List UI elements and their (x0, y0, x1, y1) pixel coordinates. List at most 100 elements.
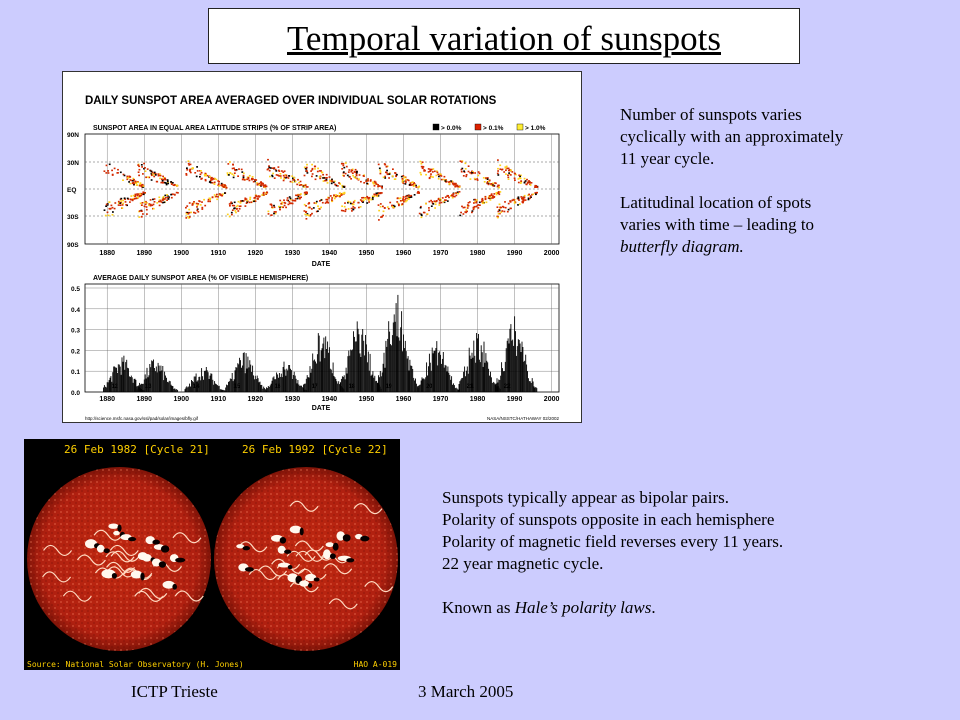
butterfly-mark (271, 174, 273, 177)
year-label: 1930 (285, 396, 301, 403)
butterfly-mark (318, 170, 321, 172)
butterfly-mark (368, 199, 370, 201)
butterfly-mark (474, 172, 476, 174)
butterfly-mark (317, 210, 319, 212)
butterfly-mark (280, 202, 283, 205)
butterfly-mark (208, 181, 211, 183)
butterfly-mark (311, 175, 313, 178)
butterfly-mark (221, 185, 224, 187)
butterfly-mark (196, 209, 199, 212)
butterfly-mark (498, 193, 501, 196)
butterfly-mark (142, 185, 145, 187)
butterfly-mark (144, 167, 146, 169)
butterfly-mark (107, 170, 109, 172)
butterfly-mark (108, 207, 111, 210)
negative-polarity-region (158, 561, 167, 568)
butterfly-mark (515, 173, 517, 176)
negative-polarity-region (111, 572, 117, 579)
positive-polarity-region (277, 545, 286, 554)
butterfly-mark (402, 182, 405, 184)
cycle-label: 15 (233, 384, 240, 390)
butterfly-mark (328, 197, 330, 199)
butterfly-mark (211, 182, 214, 184)
positive-polarity-region (236, 544, 245, 549)
butterfly-mark (527, 197, 530, 200)
contour-line (174, 590, 204, 602)
butterfly-mark (416, 192, 419, 194)
butterfly-mark (471, 211, 473, 214)
latitude-label: 30S (67, 214, 79, 221)
butterfly-mark (367, 178, 369, 180)
cycle-label: 16 (274, 384, 281, 390)
butterfly-mark (142, 186, 144, 188)
butterfly-mark (131, 199, 134, 201)
butterfly-mark (379, 169, 382, 171)
positive-polarity-region (151, 558, 161, 567)
text-line: Number of sunspots varies (620, 105, 802, 124)
butterfly-mark (382, 210, 385, 213)
butterfly-mark (474, 198, 477, 201)
butterfly-mark (237, 175, 239, 177)
butterfly-mark (333, 180, 336, 183)
butterfly-mark (133, 182, 135, 185)
butterfly-mark (201, 208, 204, 210)
butterfly-mark (408, 197, 411, 200)
butterfly-mark (471, 171, 473, 174)
butterfly-mark (335, 194, 337, 196)
butterfly-mark (359, 206, 362, 208)
butterfly-mark (171, 182, 174, 184)
year-label: 1990 (507, 396, 523, 403)
butterfly-mark (244, 197, 247, 200)
butterfly-mark (305, 218, 308, 220)
butterfly-figure: DAILY SUNSPOT AREA AVERAGED OVER INDIVID… (62, 71, 582, 423)
positive-polarity-region (325, 542, 334, 548)
negative-polarity-region (342, 534, 351, 542)
butterfly-mark (508, 172, 510, 174)
butterfly-mark (219, 193, 222, 196)
credit-left: http://science.msfc.nasa.gov/ssl/pad/sol… (85, 416, 199, 421)
butterfly-mark (134, 180, 137, 183)
butterfly-mark (196, 170, 199, 172)
butterfly-mark (231, 209, 234, 211)
butterfly-mark (535, 191, 538, 194)
butterfly-mark (248, 179, 251, 182)
butterfly-mark (144, 170, 147, 172)
butterfly-mark (161, 178, 163, 180)
butterfly-mark (439, 198, 441, 200)
butterfly-mark (299, 197, 301, 199)
butterfly-mark (297, 195, 300, 198)
butterfly-mark (285, 174, 288, 177)
slide-title-box: Temporal variation of sunspots (208, 8, 800, 64)
butterfly-mark (275, 174, 278, 176)
butterfly-mark (448, 180, 451, 183)
butterfly-mark (142, 193, 145, 196)
butterfly-mark (111, 174, 114, 176)
negative-polarity-region (360, 535, 370, 542)
butterfly-mark (462, 175, 465, 177)
butterfly-mark (455, 194, 458, 197)
positive-polarity-region (84, 539, 98, 549)
butterfly-mark (427, 168, 430, 170)
butterfly-mark (496, 172, 499, 175)
butterfly-mark (497, 186, 500, 188)
butterfly-mark (176, 184, 178, 187)
butterfly-mark (467, 165, 470, 167)
butterfly-mark (298, 181, 300, 184)
butterfly-mark (291, 181, 294, 183)
butterfly-mark (371, 195, 374, 198)
butterfly-mark (321, 201, 324, 204)
butterfly-mark (237, 200, 240, 203)
butterfly-mark (315, 175, 318, 177)
butterfly-mark (442, 178, 445, 181)
positive-polarity-region (277, 562, 291, 568)
butterfly-mark (123, 197, 126, 199)
butterfly-mark (474, 201, 477, 203)
butterfly-mark (248, 201, 251, 204)
butterfly-mark (535, 185, 537, 187)
butterfly-mark (453, 195, 456, 198)
butterfly-mark (456, 191, 459, 193)
butterfly-mark (421, 161, 424, 163)
butterfly-mark (335, 184, 338, 187)
butterfly-mark (156, 202, 159, 204)
butterfly-mark (418, 212, 421, 215)
